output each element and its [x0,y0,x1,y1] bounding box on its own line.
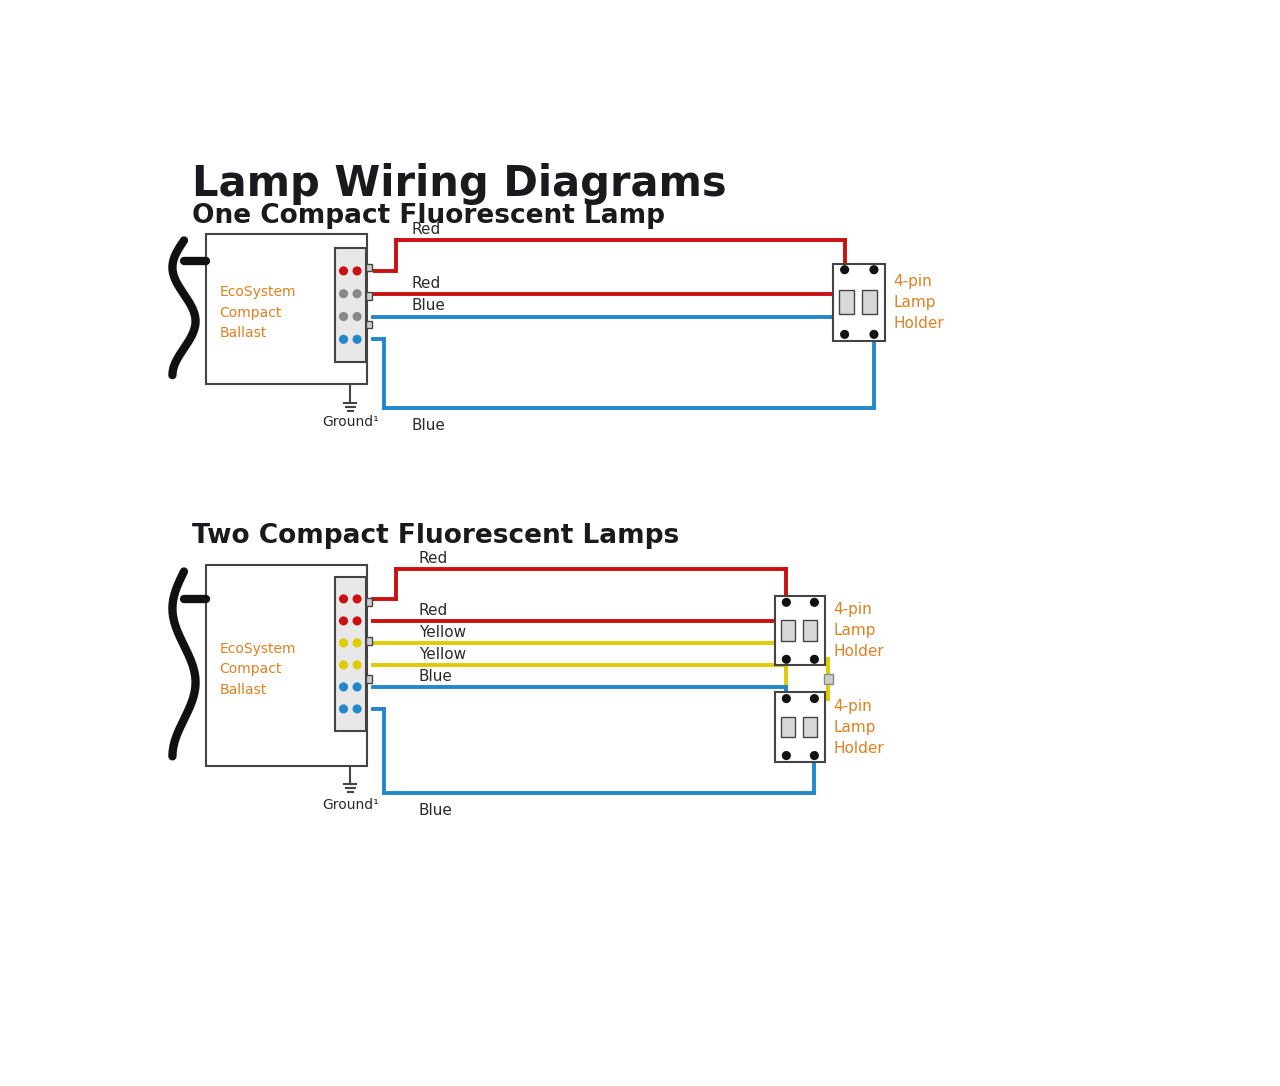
Text: Blue: Blue [419,804,453,818]
FancyBboxPatch shape [366,598,372,606]
FancyBboxPatch shape [861,290,877,314]
Text: EcoSystem
Compact
Ballast: EcoSystem Compact Ballast [219,642,296,697]
Circle shape [353,683,361,691]
FancyBboxPatch shape [776,693,826,761]
Circle shape [353,705,361,712]
Text: 4-pin
Lamp
Holder: 4-pin Lamp Holder [833,698,884,756]
Text: Lamp Wiring Diagrams: Lamp Wiring Diagrams [192,163,727,204]
Text: One Compact Fluorescent Lamp: One Compact Fluorescent Lamp [192,203,666,229]
Circle shape [353,661,361,669]
FancyBboxPatch shape [776,596,826,666]
FancyBboxPatch shape [366,320,372,328]
Circle shape [782,656,790,664]
Circle shape [339,313,347,320]
Text: Blue: Blue [411,299,445,314]
FancyBboxPatch shape [206,566,367,766]
Text: Yellow: Yellow [419,624,466,640]
Text: Red: Red [411,223,440,238]
Text: Red: Red [419,603,448,618]
Circle shape [810,598,818,606]
Circle shape [339,661,347,669]
Circle shape [870,266,878,274]
FancyBboxPatch shape [335,577,366,731]
Circle shape [353,639,361,647]
FancyBboxPatch shape [366,637,372,645]
Circle shape [339,336,347,343]
Circle shape [841,266,849,274]
Text: Ground¹: Ground¹ [323,798,379,812]
Circle shape [810,656,818,664]
Text: Yellow: Yellow [419,647,466,661]
FancyBboxPatch shape [366,264,372,272]
Circle shape [353,595,361,603]
Circle shape [339,595,347,603]
Circle shape [810,695,818,703]
Circle shape [353,617,361,624]
FancyBboxPatch shape [803,717,817,737]
FancyBboxPatch shape [206,235,367,384]
Circle shape [339,639,347,647]
Circle shape [353,267,361,275]
Circle shape [782,695,790,703]
Text: Blue: Blue [411,418,445,433]
Circle shape [870,330,878,338]
Text: Blue: Blue [419,669,453,684]
FancyBboxPatch shape [803,620,817,641]
Circle shape [353,290,361,298]
FancyBboxPatch shape [840,290,854,314]
Text: 4-pin
Lamp
Holder: 4-pin Lamp Holder [833,603,884,659]
Text: Two Compact Fluorescent Lamps: Two Compact Fluorescent Lamps [192,523,680,550]
FancyBboxPatch shape [833,264,886,341]
FancyBboxPatch shape [366,675,372,683]
Text: Red: Red [411,276,440,291]
FancyBboxPatch shape [366,292,372,300]
Text: EcoSystem
Compact
Ballast: EcoSystem Compact Ballast [219,286,296,340]
Text: Red: Red [419,551,448,566]
Text: Ground¹: Ground¹ [323,415,379,429]
Circle shape [841,330,849,338]
Circle shape [339,267,347,275]
Circle shape [810,752,818,759]
Circle shape [339,290,347,298]
Circle shape [353,313,361,320]
Circle shape [782,752,790,759]
FancyBboxPatch shape [781,620,795,641]
FancyBboxPatch shape [781,717,795,737]
Circle shape [353,336,361,343]
FancyBboxPatch shape [823,674,833,683]
Text: 4-pin
Lamp
Holder: 4-pin Lamp Holder [893,274,943,330]
Circle shape [339,683,347,691]
Circle shape [782,598,790,606]
Circle shape [339,705,347,712]
FancyBboxPatch shape [335,248,366,362]
Circle shape [339,617,347,624]
